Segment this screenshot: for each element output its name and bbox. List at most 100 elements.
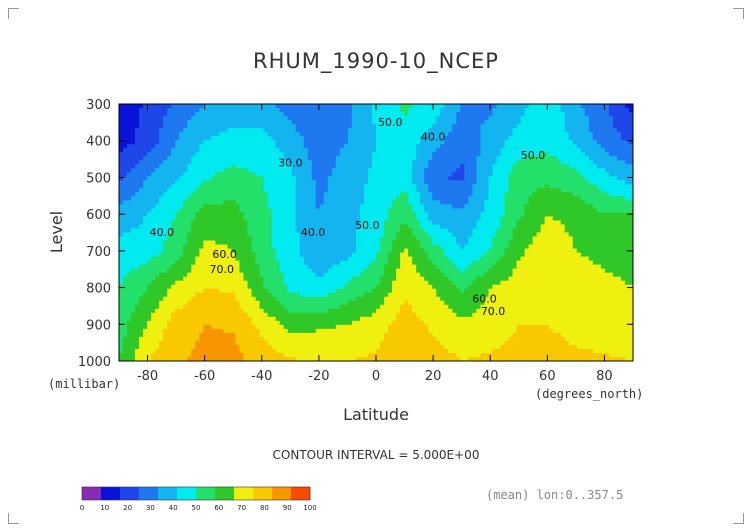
contour-cell bbox=[552, 164, 558, 169]
contour-cell bbox=[628, 168, 633, 173]
contour-cell bbox=[351, 212, 357, 218]
contour-cell bbox=[183, 152, 188, 157]
contour-cell bbox=[343, 164, 349, 169]
contour-cell bbox=[436, 156, 441, 161]
contour-cell bbox=[203, 136, 208, 141]
contour-cell bbox=[139, 204, 144, 210]
contour-cell bbox=[564, 216, 570, 222]
contour-cell bbox=[404, 216, 409, 222]
contour-cell bbox=[580, 180, 586, 185]
contour-cell bbox=[287, 112, 293, 117]
contour-cell bbox=[187, 136, 192, 141]
contour-cell bbox=[608, 104, 614, 109]
contour-cell bbox=[219, 252, 225, 258]
contour-cell bbox=[363, 148, 369, 153]
contour-cell bbox=[620, 196, 626, 201]
contour-cell bbox=[303, 164, 309, 169]
contour-cell bbox=[347, 160, 353, 165]
contour-cell bbox=[396, 176, 401, 181]
contour-cell bbox=[620, 192, 626, 197]
contour-cell bbox=[219, 172, 225, 177]
contour-cell bbox=[267, 240, 273, 246]
contour-cell bbox=[556, 116, 562, 121]
contour-cell bbox=[612, 160, 618, 165]
contour-cell bbox=[620, 200, 626, 205]
contour-cell bbox=[492, 168, 498, 173]
contour-cell bbox=[207, 108, 212, 113]
contour-cell bbox=[540, 220, 546, 226]
contour-cell bbox=[303, 252, 309, 258]
contour-cell bbox=[424, 192, 429, 197]
contour-cell bbox=[363, 108, 369, 113]
contour-cell bbox=[468, 128, 473, 133]
contour-cell bbox=[556, 168, 562, 173]
contour-cell bbox=[331, 152, 337, 157]
contour-cell bbox=[223, 236, 229, 242]
contour-cell bbox=[155, 252, 160, 258]
contour-cell bbox=[191, 224, 196, 230]
contour-cell bbox=[319, 192, 325, 197]
contour-cell bbox=[135, 168, 140, 173]
contour-cell bbox=[572, 168, 578, 173]
contour-cell bbox=[339, 236, 345, 242]
contour-cell bbox=[468, 232, 473, 238]
contour-cell bbox=[335, 240, 341, 246]
contour-cell bbox=[127, 216, 132, 222]
contour-cell bbox=[219, 232, 225, 238]
contour-cell bbox=[303, 180, 309, 185]
contour-cell bbox=[388, 188, 393, 193]
contour-cell bbox=[400, 252, 405, 258]
contour-cell bbox=[560, 220, 566, 226]
contour-cell bbox=[259, 148, 265, 153]
contour-cell bbox=[123, 204, 128, 210]
contour-cell bbox=[371, 176, 377, 181]
contour-cell bbox=[420, 192, 425, 197]
contour-cell bbox=[600, 208, 606, 214]
contour-cell bbox=[255, 196, 261, 201]
contour-cell bbox=[367, 108, 373, 113]
contour-cell bbox=[135, 204, 140, 210]
contour-cell bbox=[235, 224, 241, 230]
contour-cell bbox=[576, 108, 582, 113]
contour-cell bbox=[444, 220, 449, 226]
contour-cell bbox=[436, 248, 441, 254]
contour-cell bbox=[223, 220, 229, 226]
contour-cell bbox=[620, 124, 626, 129]
contour-cell bbox=[331, 240, 337, 246]
contour-cell bbox=[135, 232, 140, 238]
contour-cell bbox=[259, 132, 265, 137]
contour-cell bbox=[376, 112, 381, 117]
contour-cell bbox=[484, 188, 490, 193]
contour-cell bbox=[355, 104, 361, 109]
contour-cell bbox=[436, 108, 441, 113]
contour-cell bbox=[408, 116, 413, 121]
contour-cell bbox=[191, 188, 196, 193]
contour-cell bbox=[135, 156, 140, 161]
contour-cell bbox=[191, 216, 196, 222]
contour-cell bbox=[143, 188, 148, 193]
contour-cell bbox=[227, 144, 233, 149]
contour-cell bbox=[143, 152, 148, 157]
contour-cell bbox=[440, 136, 445, 141]
contour-cell bbox=[540, 112, 546, 117]
contour-cell bbox=[323, 240, 329, 246]
contour-cell bbox=[323, 204, 329, 210]
contour-cell bbox=[311, 212, 317, 218]
contour-cell bbox=[484, 124, 490, 129]
contour-cell bbox=[396, 156, 401, 161]
contour-cell bbox=[504, 124, 510, 129]
contour-cell bbox=[195, 164, 200, 169]
contour-cell bbox=[135, 160, 140, 165]
contour-cell bbox=[404, 240, 409, 246]
contour-cell bbox=[279, 184, 285, 189]
contour-cell bbox=[380, 108, 385, 113]
contour-cell bbox=[504, 172, 510, 177]
contour-cell bbox=[524, 236, 530, 242]
contour-cell bbox=[155, 104, 160, 109]
contour-cell bbox=[512, 232, 518, 238]
contour-cell bbox=[291, 160, 297, 165]
contour-cell bbox=[404, 132, 409, 137]
contour-cell bbox=[215, 220, 220, 226]
contour-cell bbox=[556, 180, 562, 185]
contour-cell bbox=[456, 244, 461, 250]
